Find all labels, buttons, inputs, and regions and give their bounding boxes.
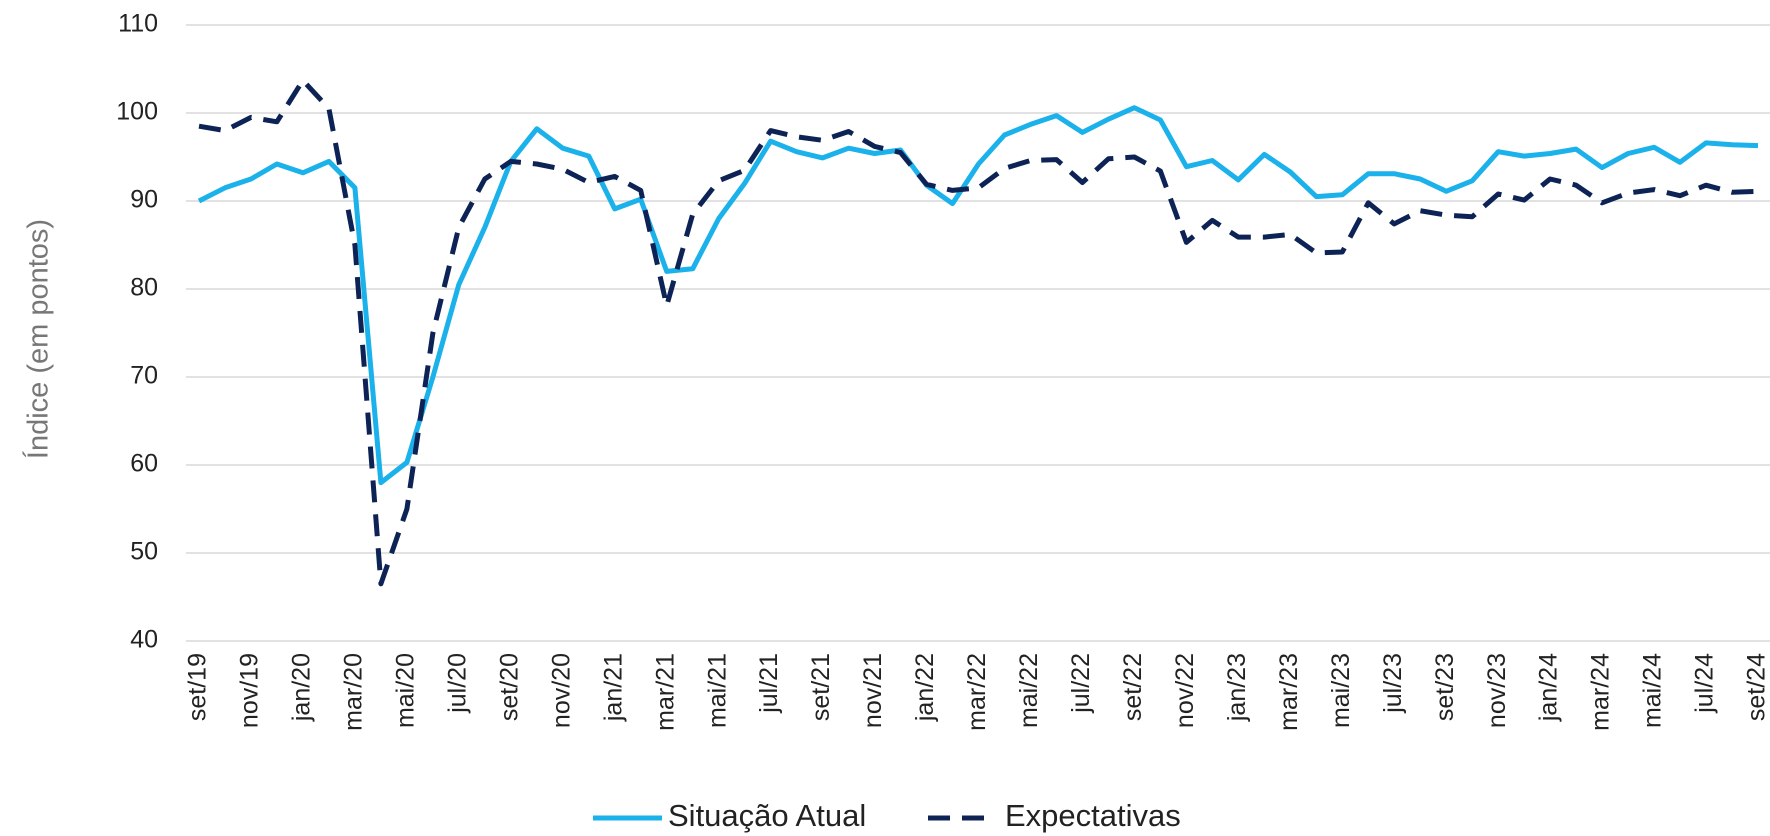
x-tick-label: nov/22 bbox=[1171, 653, 1199, 728]
x-tick-label: set/21 bbox=[807, 653, 835, 721]
x-tick-label: jul/20 bbox=[443, 653, 471, 714]
y-tick-label: 40 bbox=[130, 626, 158, 654]
legend-label: Expectativas bbox=[1005, 798, 1181, 833]
x-tick-label: nov/20 bbox=[547, 653, 575, 728]
x-tick-label: nov/19 bbox=[236, 653, 264, 728]
y-tick-label: 110 bbox=[118, 10, 158, 38]
y-tick-label: 90 bbox=[130, 186, 158, 214]
y-tick-label: 80 bbox=[130, 274, 158, 302]
x-tick-label: set/20 bbox=[495, 653, 523, 721]
series-line bbox=[197, 105, 1759, 486]
x-tick-label: jan/24 bbox=[1535, 653, 1563, 722]
x-tick-label: mai/24 bbox=[1639, 653, 1667, 728]
y-tick-label: 60 bbox=[130, 450, 158, 478]
x-tick-label: set/19 bbox=[184, 653, 212, 721]
x-tick-label: jul/24 bbox=[1691, 653, 1719, 714]
x-tick-label: mar/23 bbox=[1275, 653, 1303, 731]
x-tick-label: jan/22 bbox=[911, 653, 939, 722]
x-tick-label: mai/20 bbox=[391, 653, 419, 728]
x-tick-label: nov/21 bbox=[859, 653, 887, 728]
x-tick-label: set/23 bbox=[1431, 653, 1459, 721]
y-tick-label: 100 bbox=[116, 98, 158, 126]
x-tick-label: mar/20 bbox=[340, 653, 368, 731]
x-tick-label: jul/23 bbox=[1379, 653, 1407, 714]
legend-label: Situação Atual bbox=[668, 798, 866, 833]
x-tick-label: mai/22 bbox=[1015, 653, 1043, 728]
x-tick-label: mar/24 bbox=[1587, 653, 1615, 731]
x-tick-label: set/24 bbox=[1743, 653, 1770, 721]
series-line bbox=[198, 77, 1759, 587]
y-tick-label: 70 bbox=[130, 362, 158, 390]
x-tick-label: set/22 bbox=[1119, 653, 1147, 721]
x-tick-label: mai/23 bbox=[1327, 653, 1355, 728]
legend: Situação Atual Expectativas bbox=[593, 798, 1181, 833]
x-tick-label: mar/21 bbox=[651, 653, 679, 731]
x-tick-label: jul/21 bbox=[755, 653, 783, 714]
x-tick-label: jan/21 bbox=[599, 653, 627, 722]
x-tick-label: jul/22 bbox=[1067, 653, 1095, 714]
x-tick-label: nov/23 bbox=[1483, 653, 1511, 728]
x-tick-label: jan/20 bbox=[288, 653, 316, 722]
y-tick-label: 50 bbox=[130, 538, 158, 566]
x-tick-label: mar/22 bbox=[963, 653, 991, 731]
x-tick-label: jan/23 bbox=[1223, 653, 1251, 722]
y-axis-label: Índice (em pontos) bbox=[22, 219, 55, 459]
x-tick-label: mai/21 bbox=[703, 653, 731, 728]
